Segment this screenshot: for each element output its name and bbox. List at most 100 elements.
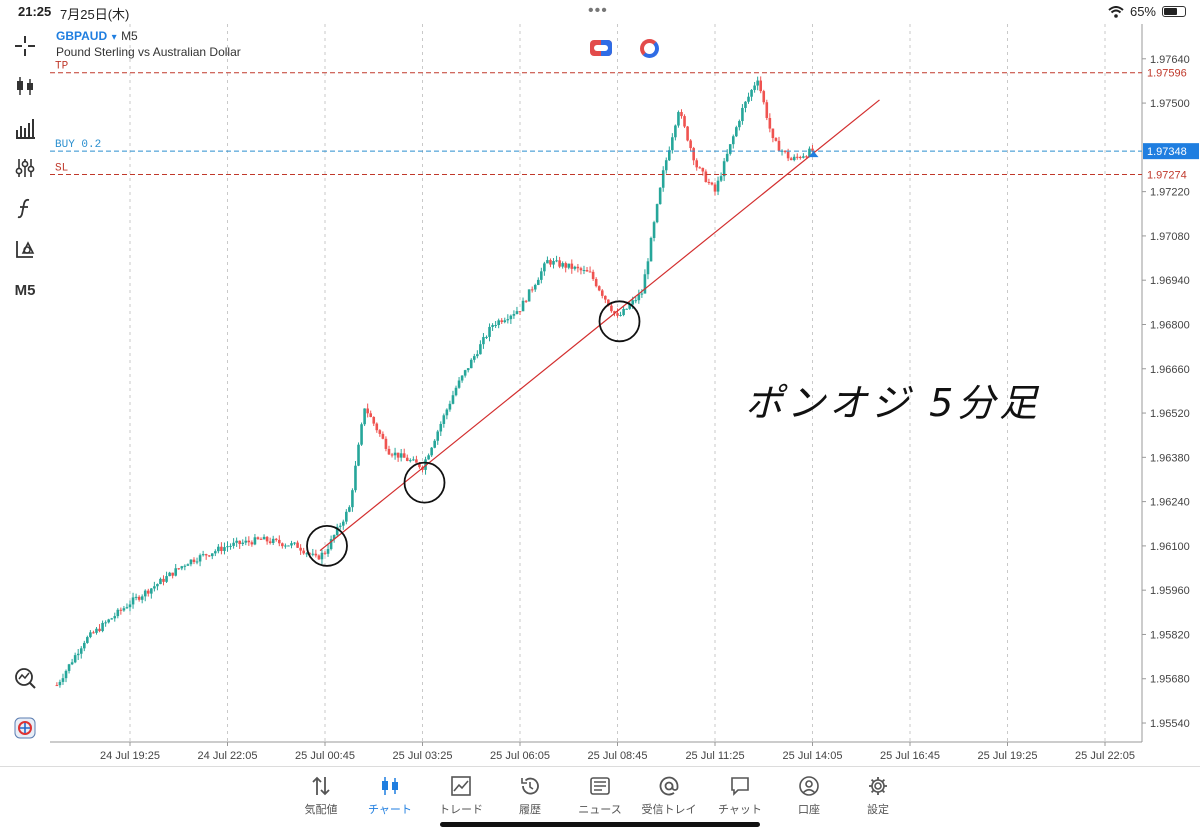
- status-date: 7月25日(木): [60, 7, 130, 22]
- candle-body: [238, 540, 241, 545]
- candle-body: [808, 148, 811, 157]
- chart-area[interactable]: TP 1.97596 BUY 0.2 1.97348 SL 1.97274 1.97640…: [50, 24, 1200, 766]
- candle-body: [789, 158, 793, 161]
- candle-body: [667, 150, 671, 161]
- tab-chat[interactable]: チャット: [702, 773, 778, 819]
- metatrader-logo-icon[interactable]: [9, 712, 41, 744]
- candle-body: [585, 270, 589, 272]
- candle-body: [76, 653, 80, 656]
- candle-body: [704, 171, 708, 182]
- candle-body: [405, 457, 409, 461]
- candle-body: [82, 642, 86, 649]
- function-icon[interactable]: [9, 192, 41, 224]
- symbol-dropdown-icon[interactable]: ▾: [111, 32, 117, 43]
- candle-body: [277, 539, 281, 544]
- level-price-label: 1.97596: [1147, 68, 1187, 80]
- candle-body: [86, 637, 89, 643]
- objects-shapes-icon[interactable]: [9, 232, 41, 264]
- symbol-name[interactable]: GBPAUD: [56, 29, 108, 43]
- left-toolbar: M5: [0, 30, 50, 764]
- candle-body: [619, 314, 622, 316]
- candle-body: [341, 521, 345, 526]
- candle-body: [783, 150, 787, 152]
- chart-zoom-icon[interactable]: [9, 662, 41, 694]
- tab-mailbox-label: 受信トレイ: [641, 804, 697, 816]
- tab-account[interactable]: 口座: [771, 773, 847, 819]
- arrows-updown-icon: [312, 776, 330, 796]
- one-click-trading-icon[interactable]: [590, 40, 612, 56]
- candle-body: [799, 156, 802, 158]
- candle-body: [67, 664, 71, 671]
- market-status-icon[interactable]: [640, 39, 659, 58]
- tab-chart[interactable]: チャート: [352, 773, 428, 819]
- candle-body: [485, 336, 488, 338]
- candle-body: [378, 430, 382, 434]
- candle-body: [448, 403, 452, 410]
- candle-body: [348, 507, 351, 512]
- candle-body: [558, 260, 561, 267]
- candle-body: [579, 268, 583, 271]
- candle-body: [128, 604, 132, 608]
- candle-body: [698, 167, 702, 169]
- candle-body: [738, 121, 741, 128]
- candle-body: [497, 320, 500, 326]
- tab-settings[interactable]: 設定: [840, 773, 916, 819]
- candle-body: [418, 462, 421, 468]
- candles-icon: [382, 777, 398, 795]
- price-tick-label: 1.96660: [1150, 364, 1190, 376]
- indicators-icon[interactable]: [9, 112, 41, 144]
- time-tick-label: 25 Jul 14:05: [783, 750, 843, 762]
- tab-trade[interactable]: トレード: [423, 773, 499, 819]
- tab-mailbox[interactable]: 受信トレイ: [631, 773, 707, 819]
- price-tick-label: 1.97500: [1150, 98, 1190, 110]
- candle-body: [156, 584, 159, 587]
- chart-canvas[interactable]: TP 1.97596 BUY 0.2 1.97348 SL 1.97274 1.97640…: [50, 24, 1200, 766]
- candle-body: [98, 628, 101, 632]
- candle-body: [210, 553, 214, 557]
- price-tick-label: 1.96240: [1150, 497, 1190, 509]
- tab-history[interactable]: 履歴: [492, 773, 568, 819]
- timeframe-label: M5: [14, 281, 36, 299]
- candle-body: [518, 311, 522, 313]
- candle-body: [604, 295, 607, 300]
- candle-body: [582, 270, 586, 272]
- candle-body: [229, 545, 232, 547]
- time-tick-label: 25 Jul 06:05: [490, 750, 550, 762]
- candle-body: [792, 156, 796, 161]
- candle-body: [305, 553, 309, 555]
- history-icon: [521, 777, 539, 795]
- candle-body: [719, 176, 723, 181]
- account-icon: [799, 776, 819, 796]
- tab-quotes[interactable]: 気配値: [283, 773, 359, 819]
- candle-body: [652, 222, 656, 238]
- candle-body: [241, 542, 245, 545]
- candle-body: [201, 554, 205, 556]
- candle-body: [607, 299, 610, 306]
- candle-body: [445, 409, 449, 416]
- settings-sliders-icon[interactable]: [9, 152, 41, 184]
- level-price-label: 1.97348: [1147, 146, 1187, 158]
- candle-body: [664, 160, 668, 171]
- candle-body: [515, 311, 519, 314]
- candle-body: [119, 609, 123, 611]
- candle-body: [375, 423, 379, 431]
- candle-body: [338, 525, 342, 527]
- candle-body: [137, 596, 141, 600]
- candle-body: [195, 561, 199, 563]
- candle-body: [390, 454, 394, 456]
- level-price-tag: [1143, 143, 1199, 160]
- candle-body: [131, 597, 135, 605]
- crosshair-icon[interactable]: [9, 30, 41, 62]
- time-tick-label: 25 Jul 19:25: [978, 750, 1038, 762]
- candle-body: [290, 543, 293, 546]
- candle-body: [622, 308, 625, 315]
- candle-body: [631, 300, 635, 305]
- candle-body: [546, 260, 549, 264]
- candle-body: [442, 415, 446, 424]
- chart-type-candles-icon[interactable]: [9, 70, 41, 102]
- price-tick-label: 1.96940: [1150, 275, 1190, 287]
- candle-body: [387, 448, 391, 455]
- timeframe-button[interactable]: M5: [9, 274, 41, 306]
- tab-news[interactable]: ニュース: [562, 773, 638, 819]
- multitask-dots-icon[interactable]: •••: [588, 2, 608, 19]
